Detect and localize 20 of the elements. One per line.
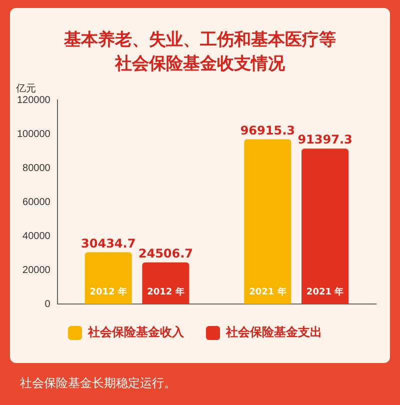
text: 社会保险基金长期稳定运行。 bbox=[20, 375, 176, 392]
data-label: 24506.7 bbox=[138, 246, 194, 260]
legend-label: 社会保险基金收入 bbox=[87, 325, 185, 340]
legend-label: 社会保险基金支出 bbox=[225, 325, 322, 340]
bar bbox=[142, 262, 190, 304]
y-tick-label: 60000 bbox=[22, 196, 51, 208]
y-tick-label: 40000 bbox=[22, 230, 51, 242]
bar bbox=[84, 252, 132, 304]
y-axis-title: 亿元 bbox=[15, 84, 36, 95]
data-label: 91397.3 bbox=[298, 132, 352, 147]
data-label: 30434.7 bbox=[81, 236, 136, 250]
bar bbox=[244, 139, 292, 304]
y-tick-label: 20000 bbox=[22, 264, 51, 276]
bar bbox=[302, 148, 349, 304]
y-tick-label: 120000 bbox=[16, 94, 51, 106]
data-label: 96915.3 bbox=[240, 123, 295, 138]
y-tick-label: 0 bbox=[44, 298, 51, 310]
chart-title: 基本养老、失业、工伤和基本医疗等社会保险基金收支情况 bbox=[63, 29, 337, 76]
y-tick-label: 100000 bbox=[16, 128, 51, 140]
y-tick-label: 80000 bbox=[22, 162, 51, 174]
